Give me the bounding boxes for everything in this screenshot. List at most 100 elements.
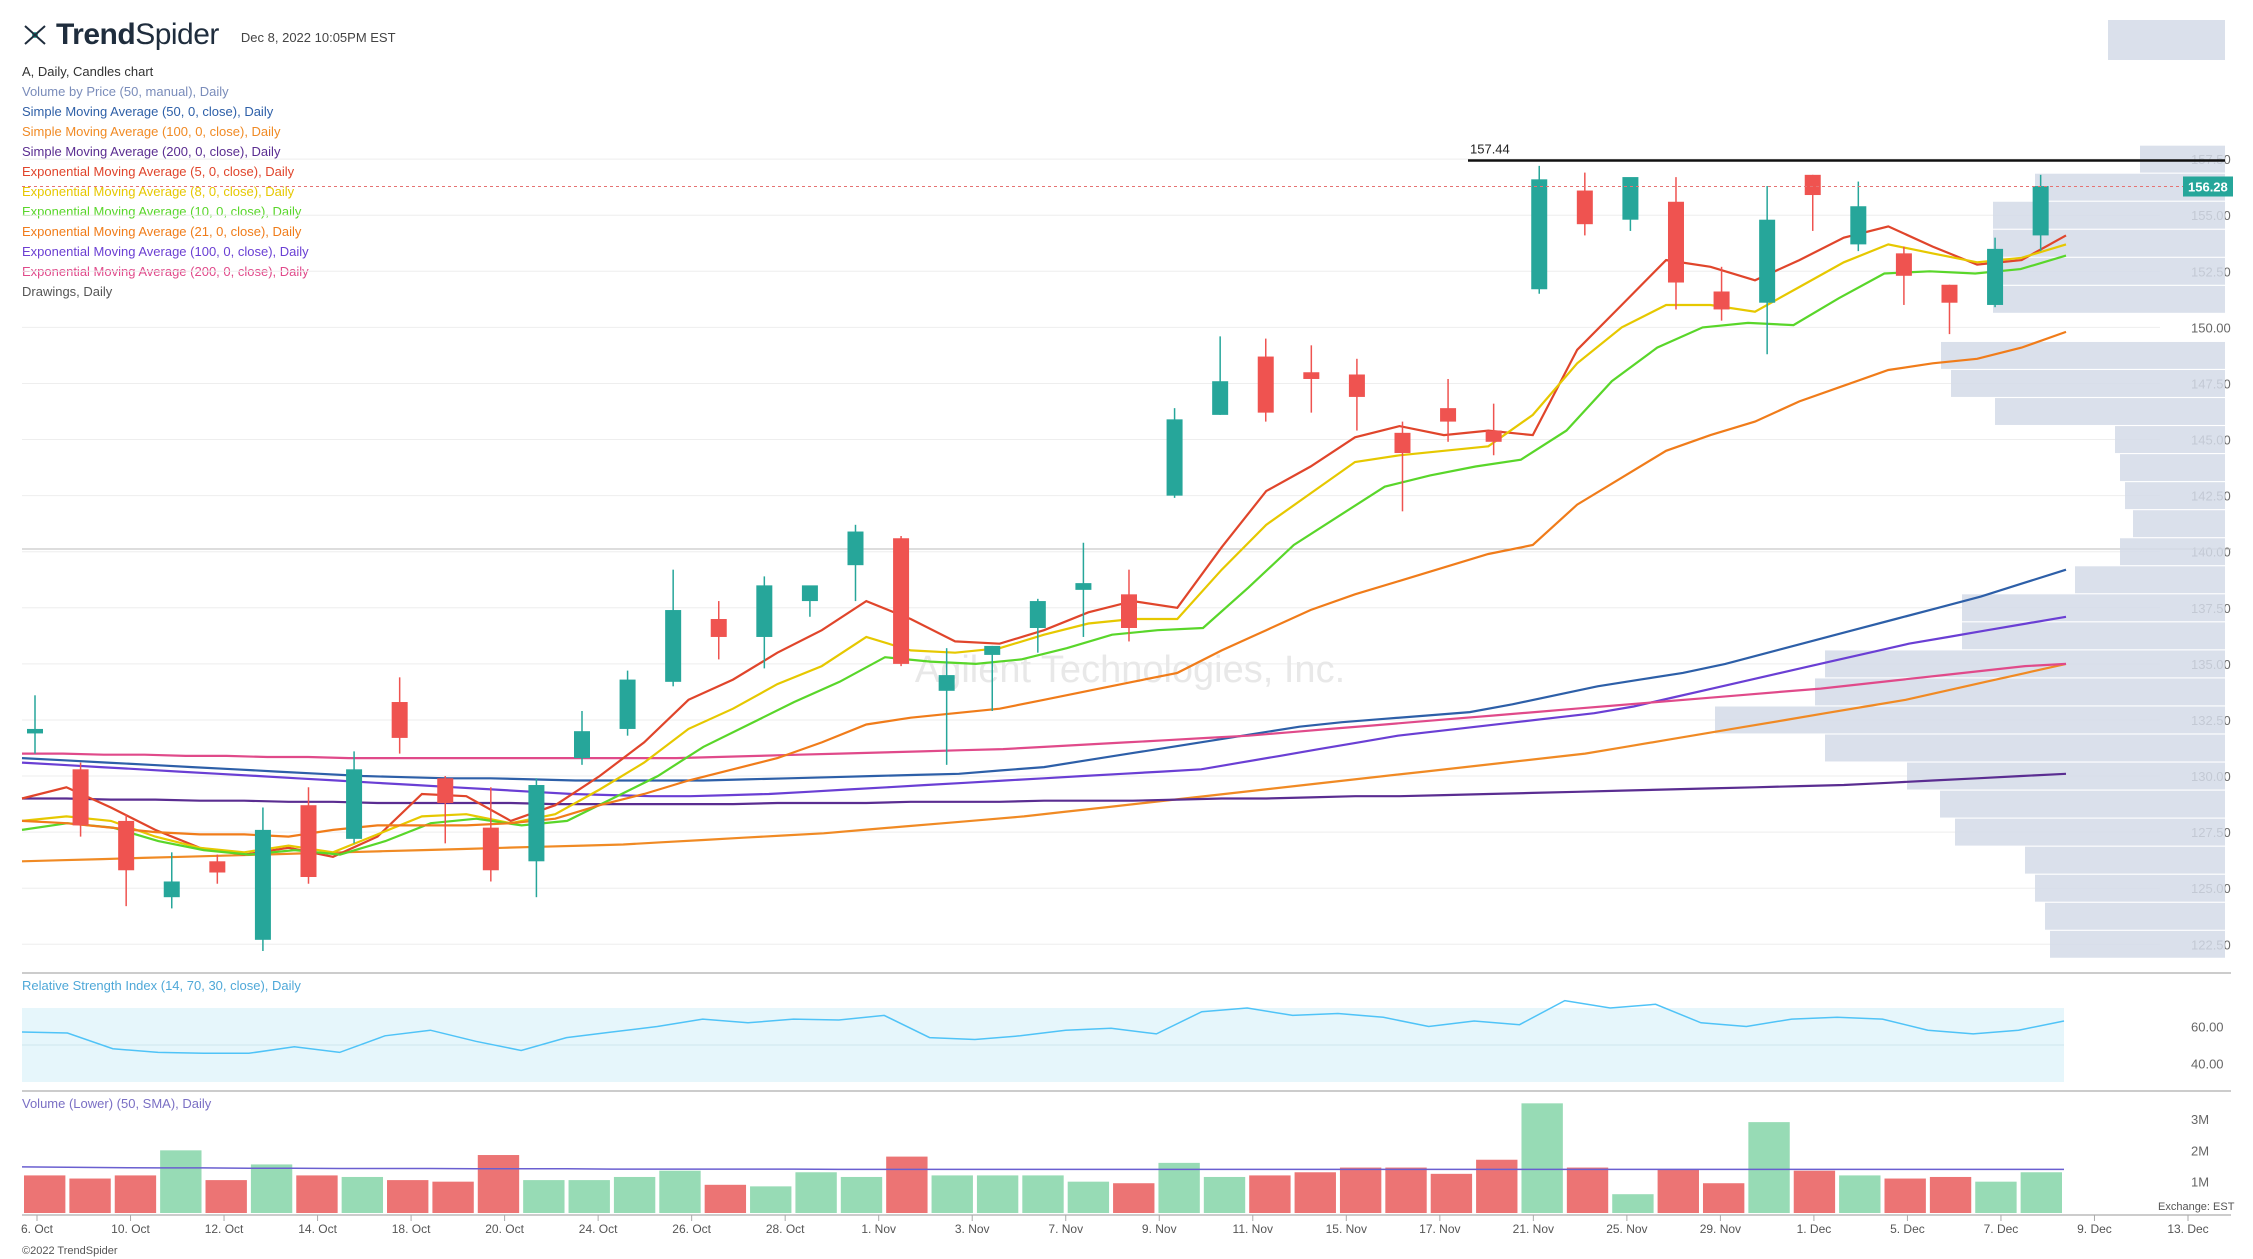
- volume-tick-label: 3M: [2191, 1112, 2209, 1127]
- x-tick-label: 29. Nov: [1700, 1222, 1741, 1236]
- volume-bar: [477, 1155, 520, 1213]
- candle-body: [163, 881, 180, 898]
- volume-bar: [250, 1164, 293, 1213]
- volume-bar: [2020, 1172, 2062, 1213]
- volume-by-price-bar: [1951, 370, 2225, 397]
- legend-item[interactable]: Volume by Price (50, manual), Daily: [22, 84, 229, 99]
- moving-average-line: [21, 330, 2067, 838]
- legend-item[interactable]: A, Daily, Candles chart: [22, 64, 154, 79]
- candle-body: [665, 610, 682, 682]
- x-tick-label: 28. Oct: [766, 1222, 805, 1236]
- volume-label: Volume (Lower) (50, SMA), Daily: [22, 1096, 212, 1111]
- candle-body: [1212, 381, 1229, 415]
- legend-item[interactable]: Drawings, Daily: [22, 284, 113, 299]
- volume-bar: [69, 1178, 111, 1213]
- moving-average-line: [22, 662, 2067, 760]
- x-tick-label: 21. Nov: [1513, 1222, 1554, 1236]
- volume-bar: [1476, 1159, 1518, 1213]
- volume-by-price-bar: [1825, 734, 2225, 762]
- volume-bar: [387, 1180, 429, 1213]
- volume-bar: [1884, 1178, 1926, 1213]
- exchange-label: Exchange: EST: [2158, 1201, 2235, 1213]
- moving-average-line: [22, 772, 2067, 806]
- moving-average-line: [21, 662, 2067, 863]
- candle-body: [1667, 201, 1684, 283]
- volume-bar: [1158, 1162, 1200, 1213]
- brand-header: TrendSpider Dec 8, 2022 10:05PM EST: [22, 18, 396, 52]
- x-tick-label: 25. Nov: [1606, 1222, 1647, 1236]
- x-tick-label: 10. Oct: [111, 1222, 150, 1236]
- candle-body: [1029, 601, 1046, 628]
- candle-body: [1941, 284, 1958, 303]
- legend-item[interactable]: Simple Moving Average (200, 0, close), D…: [22, 144, 281, 159]
- candle-body: [1850, 206, 1867, 245]
- last-price-tag: [2183, 176, 2233, 197]
- candle-body: [1759, 219, 1776, 303]
- candle-body: [1166, 419, 1183, 496]
- candle-body: [573, 731, 590, 759]
- volume-by-price-bar: [1941, 341, 2225, 369]
- volume-by-price-bar: [1993, 229, 2225, 257]
- volume-by-price-bar: [2035, 874, 2225, 902]
- volume-by-price-bar: [2045, 902, 2225, 930]
- candle-body: [1485, 430, 1502, 442]
- candle-body: [938, 675, 955, 691]
- volume-by-price-bar: [1962, 622, 2225, 650]
- moving-average-line: [21, 243, 2067, 854]
- x-tick-label: 14. Oct: [298, 1222, 337, 1236]
- candle-body: [710, 619, 727, 637]
- volume-by-price-bar: [1815, 678, 2225, 706]
- volume-bar: [659, 1170, 701, 1213]
- legend-item[interactable]: Exponential Moving Average (21, 0, close…: [22, 224, 302, 239]
- volume-bar: [341, 1176, 384, 1213]
- x-tick-label: 24. Oct: [579, 1222, 618, 1236]
- candle-body: [1531, 179, 1548, 290]
- legend-item[interactable]: Simple Moving Average (100, 0, close), D…: [22, 124, 281, 139]
- x-tick-label: 1. Dec: [1797, 1222, 1832, 1236]
- volume-bar: [1612, 1194, 1654, 1213]
- legend-item[interactable]: Exponential Moving Average (8, 0, close)…: [22, 184, 295, 199]
- candle-body: [1440, 408, 1457, 422]
- volume-by-price-bar: [2120, 538, 2225, 566]
- volume-bar: [1249, 1175, 1291, 1213]
- candle-body: [619, 679, 636, 729]
- volume-bar: [613, 1176, 656, 1213]
- moving-average-line: [21, 254, 2067, 856]
- volume-by-price-bar: [2120, 454, 2225, 482]
- candle-body: [1576, 190, 1593, 225]
- candle-body: [756, 585, 773, 637]
- volume-bar: [160, 1150, 202, 1213]
- chart-watermark: Agilent Technologies, Inc.: [915, 649, 1345, 691]
- legend-item[interactable]: Simple Moving Average (50, 0, close), Da…: [22, 104, 274, 119]
- volume-bar: [1294, 1172, 1336, 1213]
- candle-body: [1303, 372, 1320, 379]
- x-tick-label: 6. Oct: [21, 1222, 54, 1236]
- x-tick-label: 13. Dec: [2167, 1222, 2208, 1236]
- x-tick-label: 18. Oct: [392, 1222, 431, 1236]
- volume-by-price-bar: [2133, 510, 2225, 538]
- legend-item[interactable]: Exponential Moving Average (5, 0, close)…: [22, 164, 295, 179]
- candle-body: [1257, 356, 1274, 413]
- candle-body: [1713, 291, 1730, 310]
- candle-body: [391, 702, 408, 738]
- legend-item[interactable]: Exponential Moving Average (100, 0, clos…: [22, 244, 309, 259]
- volume-by-price-bar: [2075, 566, 2225, 594]
- volume-bar: [931, 1175, 973, 1213]
- volume-by-price-bar: [1993, 201, 2225, 229]
- volume-bar: [1113, 1183, 1155, 1213]
- volume-bar: [1702, 1183, 1745, 1213]
- volume-bar: [1385, 1167, 1427, 1213]
- volume-bar: [795, 1172, 837, 1213]
- x-tick-label: 12. Oct: [205, 1222, 244, 1236]
- candle-body: [2032, 186, 2049, 236]
- candle-body: [801, 585, 818, 602]
- volume-bar: [976, 1175, 1019, 1213]
- volume-by-price-bar: [2050, 930, 2225, 958]
- volume-by-price-bar: [2115, 426, 2225, 454]
- candle-body: [1075, 583, 1092, 590]
- volume-bar: [1793, 1170, 1836, 1213]
- copyright-footer: ©2022 TrendSpider: [22, 1245, 118, 1257]
- candle-body: [118, 820, 135, 871]
- volume-tick-label: 1M: [2191, 1175, 2209, 1190]
- volume-by-price-bar: [1993, 257, 2225, 285]
